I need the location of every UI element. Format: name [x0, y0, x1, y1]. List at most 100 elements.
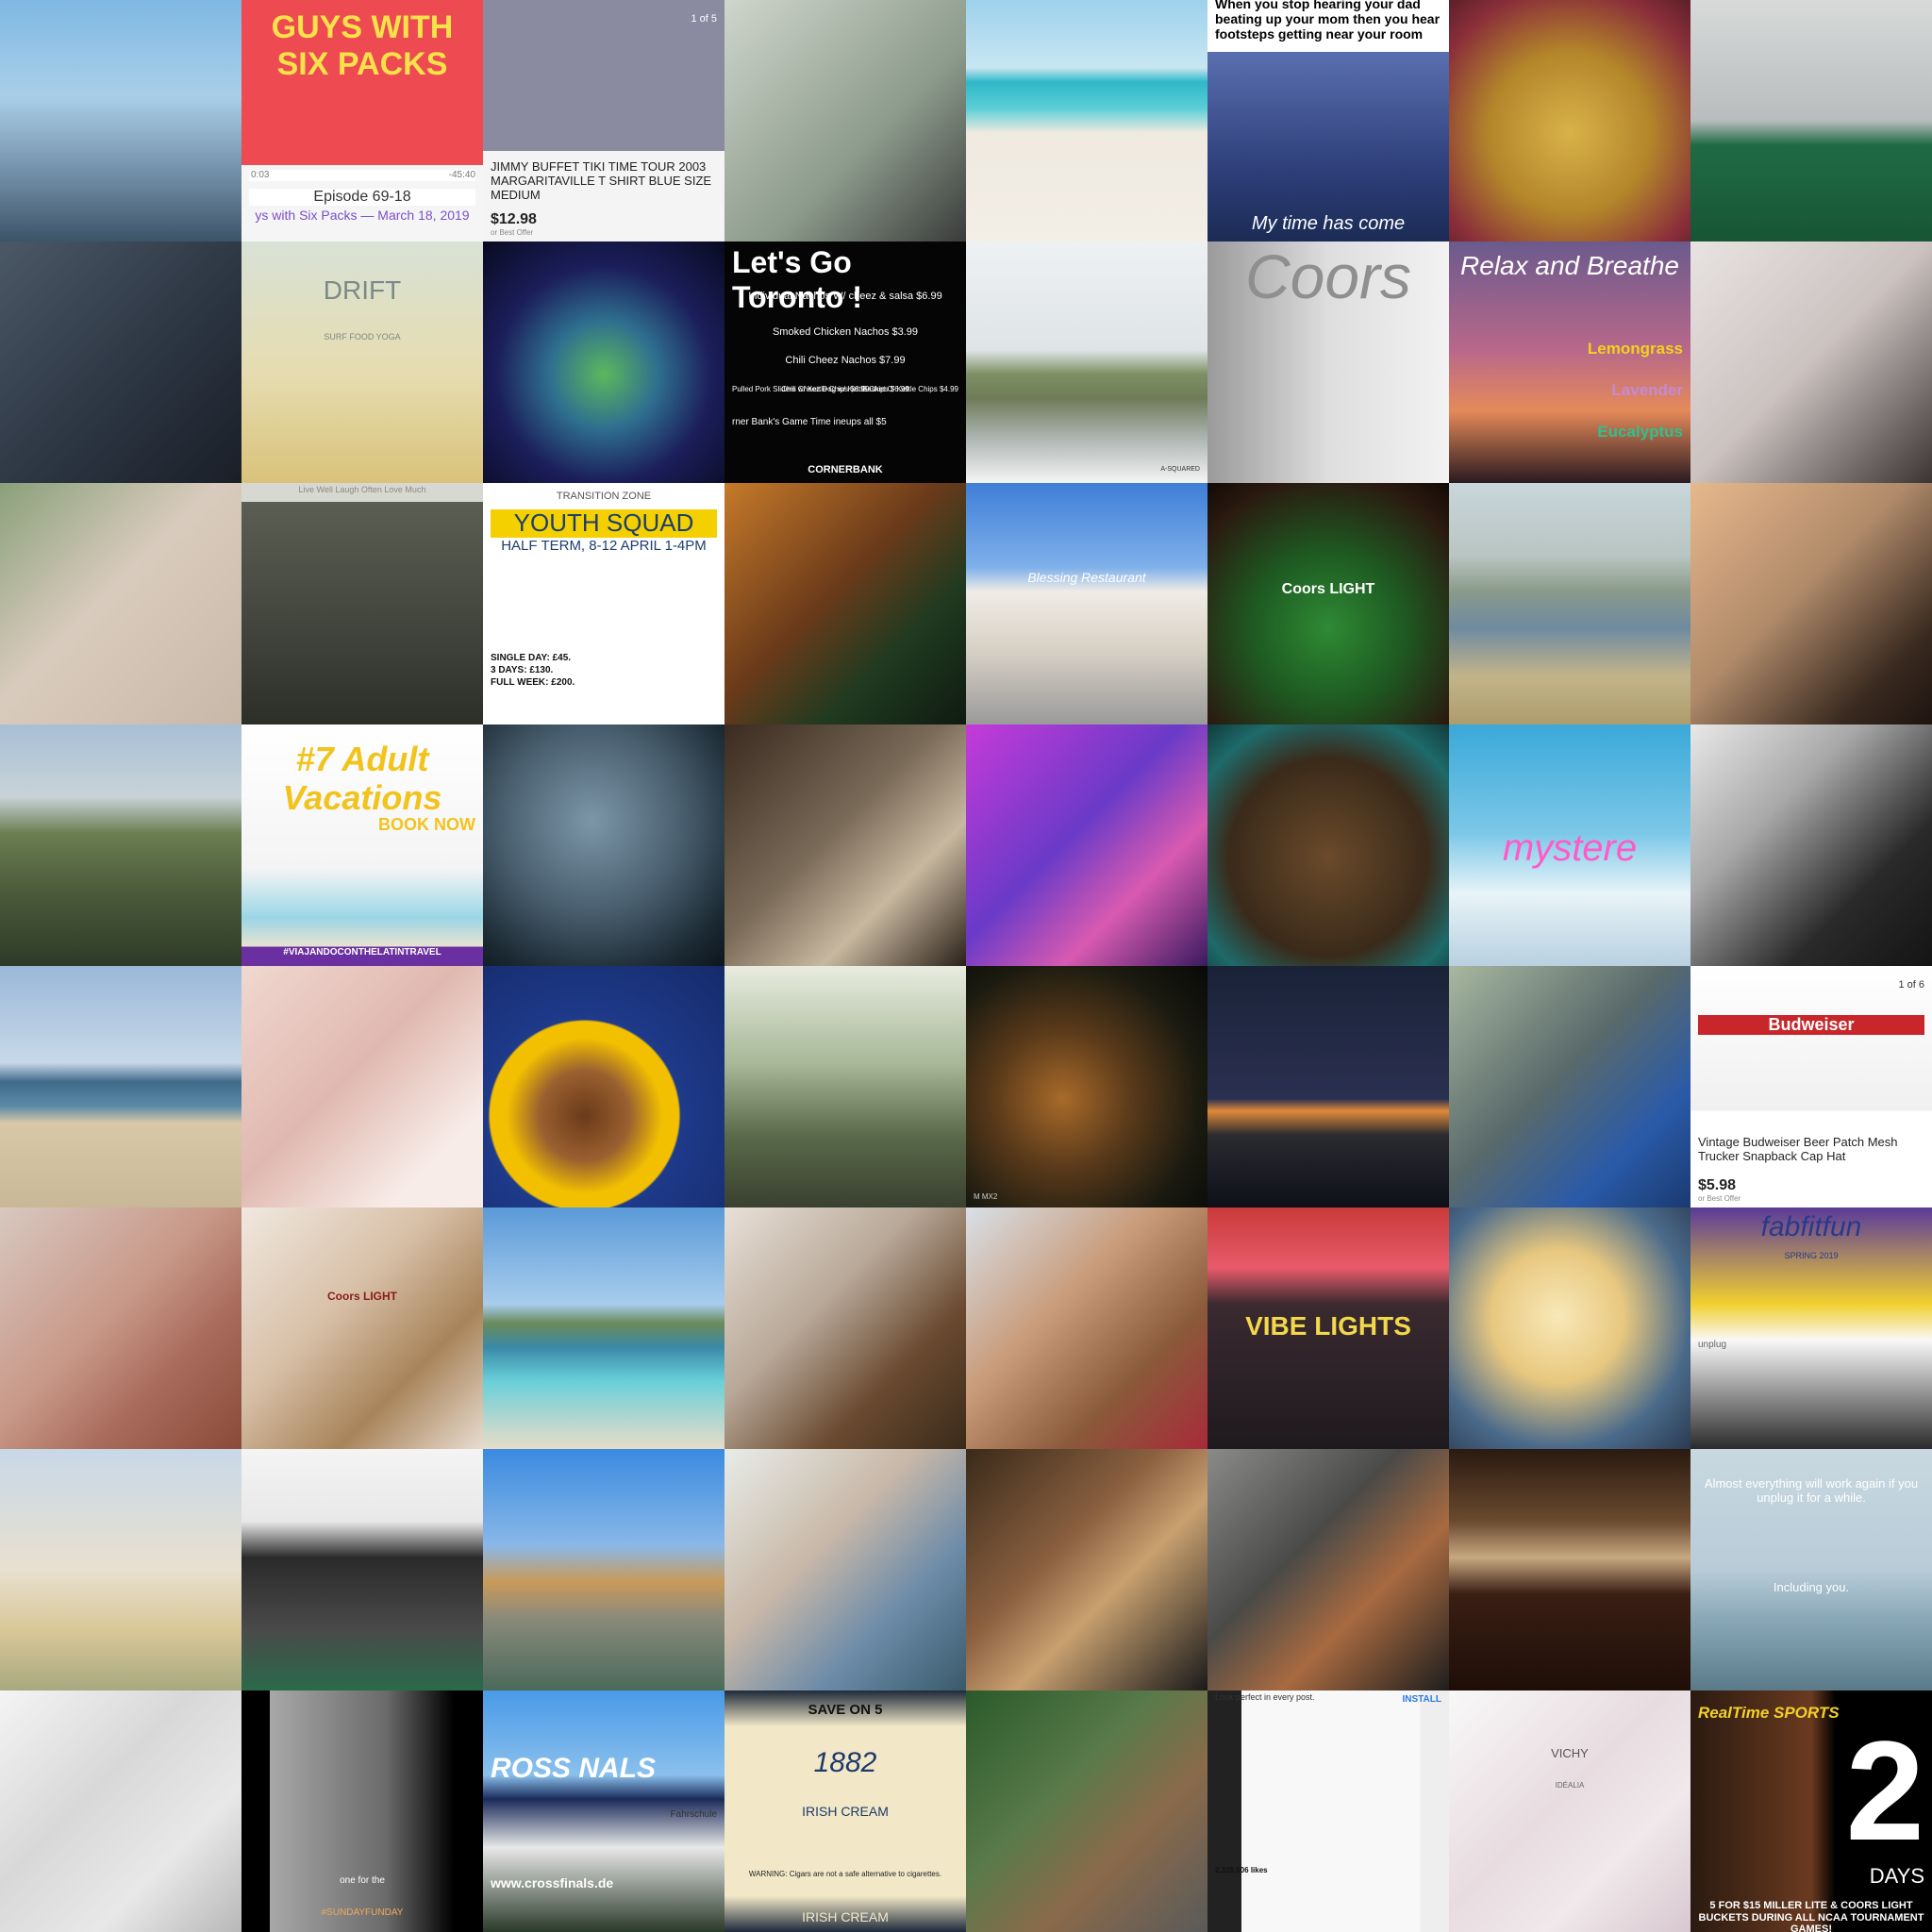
- grid-tile[interactable]: mystere: [1449, 724, 1690, 966]
- grid-tile[interactable]: [0, 966, 242, 1208]
- grid-tile[interactable]: [242, 1449, 483, 1690]
- grid-tile[interactable]: [724, 966, 966, 1208]
- grid-tile[interactable]: Live Well Laugh Often Love Much: [242, 483, 483, 724]
- tile-text: IDÉALIA: [1555, 1781, 1585, 1790]
- tile-text: 1 of 6: [1898, 979, 1924, 991]
- grid-tile[interactable]: [0, 1690, 242, 1932]
- tile-text: SURF FOOD YOGA: [324, 332, 401, 341]
- grid-tile[interactable]: one for the #SUNDAYFUNDAY: [242, 1690, 483, 1932]
- grid-tile[interactable]: [483, 1208, 724, 1449]
- grid-tile[interactable]: Coors LIGHT: [242, 1208, 483, 1449]
- tile-text: VICHY: [1551, 1746, 1589, 1760]
- tile-text: #VIAJANDOCONTHELATINTRAVEL: [283, 947, 441, 958]
- grid-tile[interactable]: [1449, 966, 1690, 1208]
- tile-text: SINGLE DAY: £45.: [491, 653, 572, 663]
- tile-text: 1 of 5: [691, 13, 717, 25]
- grid-tile[interactable]: [0, 1208, 242, 1449]
- grid-tile[interactable]: [1208, 724, 1449, 966]
- grid-tile[interactable]: SAVE ON 5 1882 IRISH CREAM WARNING: Cigars …: [724, 1690, 966, 1932]
- grid-tile[interactable]: [966, 1208, 1208, 1449]
- grid-tile[interactable]: VIBE LIGHTS: [1208, 1208, 1449, 1449]
- tile-text: rner Bank's Game Time ineups all $5: [732, 417, 887, 427]
- grid-tile[interactable]: [1208, 1449, 1449, 1690]
- grid-tile[interactable]: Coors LIGHT: [1208, 483, 1449, 724]
- grid-tile[interactable]: [966, 724, 1208, 966]
- grid-tile[interactable]: Look perfect in every post. INSTALL 2,328,…: [1208, 1690, 1449, 1932]
- grid-tile[interactable]: [1449, 0, 1690, 242]
- grid-tile[interactable]: VICHY IDÉALIA: [1449, 1690, 1690, 1932]
- tile-text: Let's Go Toronto !: [732, 245, 863, 314]
- grid-tile[interactable]: TRANSITION ZONE YOUTH SQUAD HALF TERM, 8-1…: [483, 483, 724, 724]
- grid-tile[interactable]: fabfitfun SPRING 2019 unplug: [1690, 1208, 1932, 1449]
- grid-tile[interactable]: Let's Go Toronto ! Individual Nachos W/ c…: [724, 242, 966, 483]
- grid-tile[interactable]: [1690, 724, 1932, 966]
- tile-text: Relax and Breathe: [1460, 251, 1679, 280]
- grid-tile[interactable]: [966, 0, 1208, 242]
- tile-text: YOUTH SQUAD: [491, 508, 717, 538]
- grid-tile[interactable]: M MX2: [966, 966, 1208, 1208]
- grid-tile[interactable]: DRIFT SURF FOOD YOGA: [242, 242, 483, 483]
- grid-tile[interactable]: #7 Adult Vacations BOOK NOW #VIAJANDOCONTH…: [242, 724, 483, 966]
- grid-tile[interactable]: ROSS NALS Fahrschule www.crossfinals.de: [483, 1690, 724, 1932]
- grid-tile[interactable]: 1 of 6 Budweiser Vintage Budweiser Beer Pa…: [1690, 966, 1932, 1208]
- tile-text: Pulled Pork Sliders w/ Kettle Chips $6.9…: [732, 385, 870, 393]
- grid-tile[interactable]: [1690, 483, 1932, 724]
- tile-text: M MX2: [974, 1192, 998, 1201]
- grid-tile[interactable]: [483, 242, 724, 483]
- grid-tile[interactable]: [483, 724, 724, 966]
- grid-tile[interactable]: [0, 483, 242, 724]
- grid-tile[interactable]: [1449, 1208, 1690, 1449]
- tile-text: Chili Cheez Dog w/ Kettle Chips $6.99: [781, 385, 909, 393]
- tile-text: or Best Offer: [1698, 1194, 1741, 1203]
- tile-text: Blessing Restaurant: [1027, 570, 1146, 585]
- tile-text: Basket O' Kettle Chips $4.99: [861, 385, 958, 393]
- tile-caption-panel: [483, 151, 724, 242]
- tile-text: When you stop hearing your dad beating u…: [1215, 0, 1441, 42]
- grid-tile[interactable]: RealTime SPORTS 2 DAYS 5 FOR $15 MILLER LIT…: [1690, 1690, 1932, 1932]
- grid-tile[interactable]: Blessing Restaurant: [966, 483, 1208, 724]
- tile-text: RealTime SPORTS: [1698, 1704, 1840, 1722]
- grid-tile[interactable]: [1208, 966, 1449, 1208]
- grid-tile[interactable]: [1690, 0, 1932, 242]
- grid-tile[interactable]: [1449, 1449, 1690, 1690]
- grid-tile[interactable]: [724, 483, 966, 724]
- grid-tile[interactable]: [966, 1449, 1208, 1690]
- tile-text: ys with Six Packs — March 18, 2019: [255, 208, 470, 223]
- tile-text: fabfitfun: [1760, 1211, 1862, 1242]
- tile-text: DRIFT: [323, 275, 402, 305]
- grid-tile[interactable]: 1 of 5 JIMMY BUFFET TIKI TIME TOUR 2003 M…: [483, 0, 724, 242]
- tile-text: ROSS NALS: [491, 1753, 657, 1784]
- grid-tile[interactable]: [1690, 242, 1932, 483]
- tile-text: 2: [1845, 1711, 1924, 1870]
- grid-tile[interactable]: When you stop hearing your dad beating u…: [1208, 0, 1449, 242]
- grid-tile[interactable]: [966, 1690, 1208, 1932]
- grid-tile[interactable]: Coors: [1208, 242, 1449, 483]
- grid-tile[interactable]: [1449, 483, 1690, 724]
- grid-tile[interactable]: [0, 1449, 242, 1690]
- tile-text: JIMMY BUFFET TIKI TIME TOUR 2003 MARGARI…: [491, 159, 712, 202]
- grid-tile[interactable]: [0, 0, 242, 242]
- tile-text: 3 DAYS: £130.: [491, 665, 554, 675]
- tile-text: My time has come: [1251, 213, 1406, 234]
- grid-tile[interactable]: A-SQUARED: [966, 242, 1208, 483]
- tile-text: Episode 69-18: [249, 189, 475, 207]
- grid-tile[interactable]: [724, 0, 966, 242]
- tile-text: Eucalyptus: [1597, 423, 1683, 441]
- grid-tile[interactable]: [0, 724, 242, 966]
- grid-tile[interactable]: Relax and Breathe Lemongrass Lavender Eucal…: [1449, 242, 1690, 483]
- grid-tile[interactable]: [0, 242, 242, 483]
- tile-text: Coors LIGHT: [327, 1290, 397, 1303]
- grid-tile[interactable]: [724, 1208, 966, 1449]
- grid-tile[interactable]: [483, 1449, 724, 1690]
- tile-text: INSTALL: [1402, 1694, 1441, 1705]
- tile-text: Including you.: [1773, 1580, 1850, 1594]
- grid-tile[interactable]: GUYS WITH SIX PACKS 0:03 -45:40 Episode 69-…: [242, 0, 483, 242]
- tile-text: DAYS: [1869, 1864, 1924, 1888]
- grid-tile[interactable]: [483, 966, 724, 1208]
- grid-tile[interactable]: [242, 966, 483, 1208]
- tile-text: VIBE LIGHTS: [1245, 1311, 1411, 1341]
- grid-tile[interactable]: [724, 724, 966, 966]
- grid-tile[interactable]: Almost everything will work again if you…: [1690, 1449, 1932, 1690]
- grid-tile[interactable]: [724, 1449, 966, 1690]
